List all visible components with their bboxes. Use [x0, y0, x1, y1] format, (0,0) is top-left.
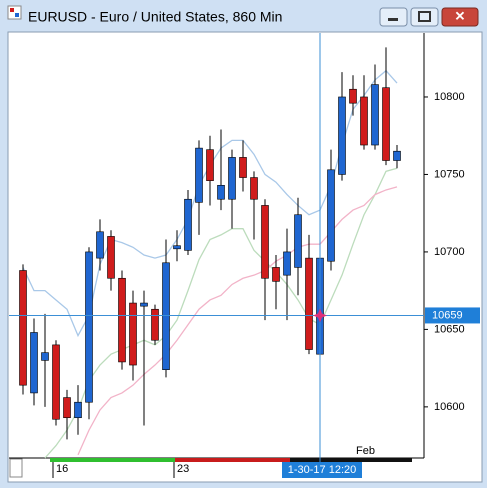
y-tick-label: 10700: [434, 246, 465, 258]
y-tick-label: 10650: [434, 323, 465, 335]
corner-box: [9, 458, 23, 478]
candle-body: [228, 157, 236, 200]
candle-body: [63, 397, 71, 419]
app-icon-mark: [10, 8, 14, 12]
candle-body: [261, 205, 269, 279]
x-tick-label: 23: [177, 463, 189, 475]
candle-body: [371, 84, 379, 146]
candle-body: [129, 302, 137, 366]
minimize-button[interactable]: [379, 7, 408, 27]
candle-body: [173, 245, 181, 250]
crosshair-value-label: 10659: [432, 309, 463, 321]
candle-body: [338, 96, 346, 175]
candle-body: [393, 150, 401, 161]
candle-body: [272, 267, 280, 282]
x-tick-label: 16: [56, 463, 68, 475]
app-icon: [7, 5, 22, 20]
candle-body: [250, 177, 258, 200]
candle-body: [305, 257, 313, 350]
crosshair-marker: [313, 308, 327, 323]
minimize-icon: [388, 18, 398, 21]
candle-body: [151, 308, 159, 341]
candle-body: [382, 87, 390, 161]
maximize-icon: [418, 11, 431, 22]
candle-body: [19, 270, 27, 386]
window-title: EURUSD - Euro / United States, 860 Min: [28, 9, 282, 25]
candle-body: [239, 157, 247, 178]
candle-body: [74, 401, 82, 419]
candle-body: [41, 352, 49, 361]
y-tick-label: 10600: [434, 401, 465, 413]
crosshair-date-box: [282, 462, 362, 478]
candle-body: [217, 184, 225, 200]
session-bar: [290, 458, 412, 462]
crosshair-value-box: [425, 307, 480, 324]
candle-body: [360, 96, 368, 146]
candle-body: [283, 251, 291, 276]
indicator-line: [44, 167, 398, 459]
candle-body: [327, 169, 335, 262]
app-icon-mark: [15, 13, 19, 17]
candle-body: [96, 231, 104, 259]
maximize-button[interactable]: [410, 7, 439, 27]
session-bar: [50, 458, 175, 462]
crosshair-date-label: 1-30-17 12:20: [288, 464, 357, 476]
candle-body: [140, 302, 148, 307]
x-tick-label: Feb: [356, 445, 375, 457]
indicator-line: [77, 186, 398, 456]
y-tick-label: 10800: [434, 91, 465, 103]
candle-body: [52, 344, 60, 420]
candle-body: [30, 332, 38, 394]
close-button[interactable]: [441, 7, 479, 27]
candle-body: [206, 149, 214, 181]
candle-body: [162, 262, 170, 370]
candle-body: [85, 251, 93, 403]
session-bar: [175, 458, 290, 462]
candle-body: [349, 88, 357, 104]
candle-body: [184, 198, 192, 251]
y-tick-label: 10750: [434, 168, 465, 180]
close-icon: ✕: [455, 8, 466, 23]
candle-body: [195, 147, 203, 203]
candle-body: [118, 277, 126, 363]
candle-body: [294, 214, 302, 268]
candle-body: [107, 236, 115, 279]
